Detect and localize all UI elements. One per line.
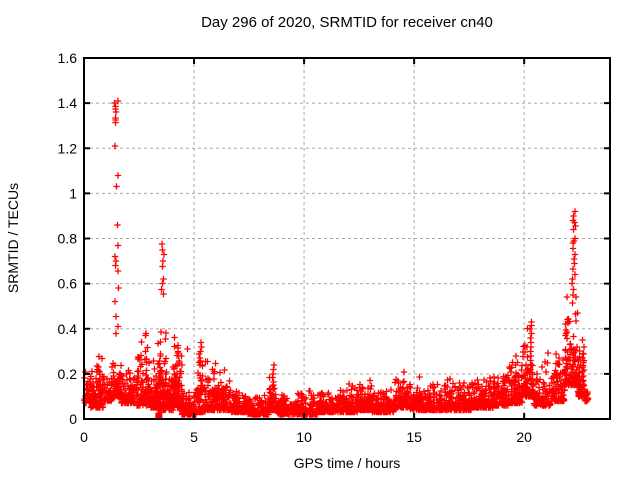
x-tick-labels: 0 5 10 15 20	[80, 429, 532, 445]
gridlines	[84, 58, 610, 419]
scatter-plus-markers	[81, 97, 592, 418]
x-axis-label: GPS time / hours	[294, 455, 401, 471]
y-axis-label: SRMTID / TECUs	[5, 183, 21, 293]
chart-title: Day 296 of 2020, SRMTID for receiver cn4…	[201, 14, 493, 31]
data-points-series	[81, 97, 592, 420]
y-tick-label: 1.4	[58, 95, 78, 111]
y-tick-label: 1.2	[58, 140, 78, 156]
y-tick-label: 1	[69, 185, 77, 201]
x-tick-label: 0	[80, 429, 88, 445]
plot-border	[83, 57, 611, 420]
y-tick-label: 1.6	[58, 50, 78, 66]
y-tick-label: 0.2	[58, 366, 78, 382]
x-tick-label: 10	[296, 429, 312, 445]
y-tick-label: 0.6	[58, 276, 78, 292]
x-tick-label: 5	[190, 429, 198, 445]
x-tick-label: 20	[516, 429, 532, 445]
y-tick-label: 0.8	[58, 231, 78, 247]
y-tick-label: 0.4	[58, 321, 78, 337]
scatter-square-marker	[155, 412, 163, 420]
x-tick-label: 15	[406, 429, 422, 445]
y-tick-label: 0	[69, 411, 77, 427]
y-tick-labels: 0 0.2 0.4 0.6 0.8 1 1.2 1.4 1.6	[58, 50, 78, 427]
